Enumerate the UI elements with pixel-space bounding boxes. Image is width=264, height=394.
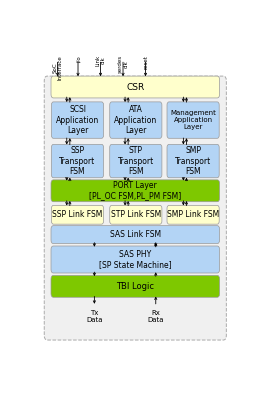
Text: SAS PHY
[SP State Machine]: SAS PHY [SP State Machine] <box>99 250 172 269</box>
FancyBboxPatch shape <box>51 144 103 178</box>
Text: SMP
Transport
FSM: SMP Transport FSM <box>175 146 211 176</box>
Text: Tx
Data: Tx Data <box>86 310 103 323</box>
Text: SMP Link FSM: SMP Link FSM <box>167 210 219 219</box>
FancyBboxPatch shape <box>51 76 220 98</box>
FancyBboxPatch shape <box>51 275 220 297</box>
FancyBboxPatch shape <box>51 180 220 202</box>
Text: STP Link FSM: STP Link FSM <box>111 210 161 219</box>
FancyBboxPatch shape <box>167 205 219 224</box>
FancyBboxPatch shape <box>44 76 226 340</box>
FancyBboxPatch shape <box>110 102 162 138</box>
Text: STP
Transport
FSM: STP Transport FSM <box>118 146 154 176</box>
Text: SSP
Transport
FSM: SSP Transport FSM <box>59 146 96 176</box>
Text: TBI Logic: TBI Logic <box>116 282 154 291</box>
FancyBboxPatch shape <box>167 144 219 178</box>
Text: ATA
Application
Layer: ATA Application Layer <box>114 105 157 135</box>
Text: SAS Link FSM: SAS Link FSM <box>110 230 161 239</box>
FancyBboxPatch shape <box>51 102 103 138</box>
FancyBboxPatch shape <box>51 226 220 243</box>
Text: Management
Application
Layer: Management Application Layer <box>170 110 216 130</box>
FancyBboxPatch shape <box>110 144 162 178</box>
Text: SSP Link FSM: SSP Link FSM <box>52 210 103 219</box>
Text: Rx
Data: Rx Data <box>148 310 164 323</box>
FancyBboxPatch shape <box>110 205 162 224</box>
Text: i/o: i/o <box>76 55 81 61</box>
FancyBboxPatch shape <box>167 102 219 138</box>
Text: Link
clk: Link clk <box>95 55 106 66</box>
FancyBboxPatch shape <box>51 246 220 273</box>
Text: SCSI
Application
Layer: SCSI Application Layer <box>56 105 99 135</box>
Text: SoC
Interface: SoC Interface <box>52 55 63 80</box>
Text: serdes
clk: serdes clk <box>118 55 128 73</box>
Text: reset: reset <box>143 55 148 69</box>
Text: PORT Layer
[PL_OC FSM,PL_PM FSM]: PORT Layer [PL_OC FSM,PL_PM FSM] <box>89 181 181 201</box>
FancyBboxPatch shape <box>51 205 103 224</box>
Text: CSR: CSR <box>126 82 144 91</box>
